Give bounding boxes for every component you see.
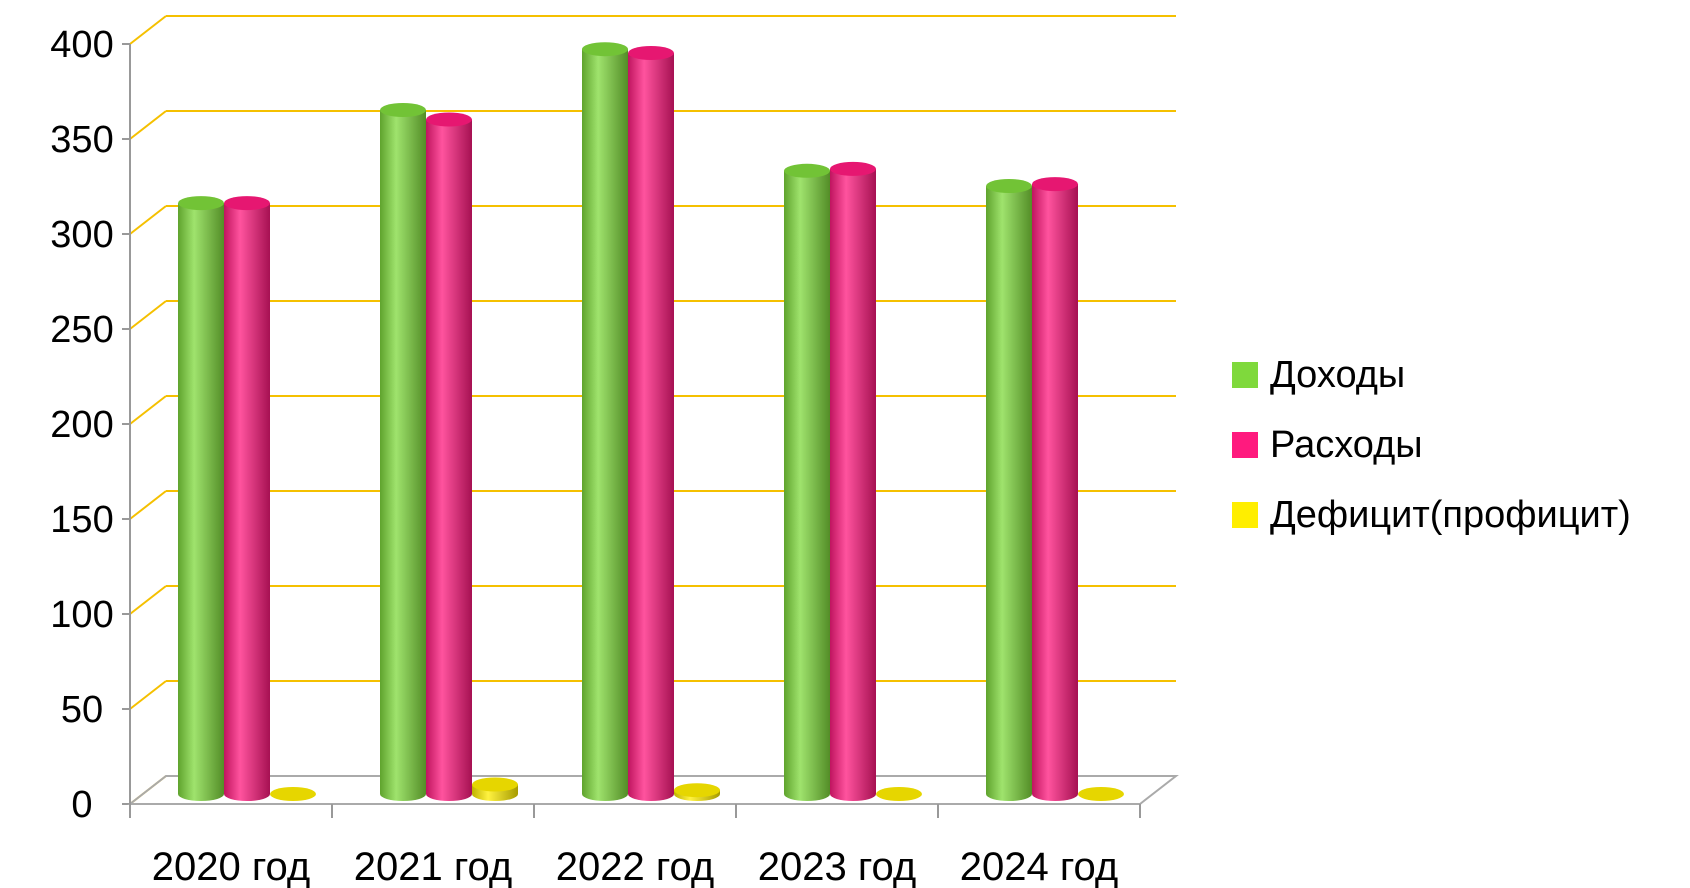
bar <box>628 46 674 801</box>
grid-diagonal <box>129 15 167 45</box>
bar-top <box>876 787 922 801</box>
y-tick-label: 250 <box>50 309 113 351</box>
bar-top <box>472 777 518 792</box>
bar <box>784 163 830 801</box>
bar-top <box>380 103 426 117</box>
bar-base <box>628 787 674 801</box>
bar-top <box>426 112 472 127</box>
x-category-label: 2024 год <box>960 845 1119 888</box>
bar-base <box>986 787 1032 801</box>
bar-base <box>224 787 270 801</box>
bar-base <box>380 787 426 801</box>
bar-base <box>582 787 628 801</box>
bar-base <box>784 787 830 801</box>
legend-swatch-expenses <box>1232 432 1258 458</box>
bar-top <box>224 196 270 211</box>
bar-top <box>986 179 1032 193</box>
bar-body <box>1032 184 1078 795</box>
bar-body <box>224 203 270 795</box>
x-category-label: 2023 год <box>758 845 917 888</box>
bar <box>380 103 426 801</box>
legend-label-deficit: Дефицит(профицит) <box>1270 493 1631 536</box>
grid-diagonal <box>129 585 167 615</box>
bar <box>472 777 518 801</box>
bar-top <box>784 163 830 178</box>
legend-label-income: Доходы <box>1270 353 1406 396</box>
grid-diagonal <box>129 395 167 425</box>
legend-swatch-deficit <box>1232 502 1258 528</box>
x-category-label: 2021 год <box>354 845 513 888</box>
bars <box>178 42 1124 801</box>
chart-floor <box>127 775 1179 805</box>
bar <box>1032 177 1078 801</box>
axes <box>122 43 1179 818</box>
bar-body <box>830 168 876 794</box>
legend-item-expenses: Расходы <box>1232 410 1631 480</box>
legend-item-income: Доходы <box>1232 340 1631 410</box>
legend-item-deficit: Дефицит(профицит) <box>1232 480 1631 550</box>
y-tick-label: 350 <box>50 119 113 161</box>
bar <box>1078 787 1124 801</box>
y-tick-label: 50 <box>61 689 103 731</box>
legend: Доходы Расходы Дефицит(профицит) <box>1232 340 1631 550</box>
legend-label-expenses: Расходы <box>1270 423 1423 466</box>
bar-body <box>426 119 472 794</box>
y-tick-label: 200 <box>50 404 113 446</box>
grid-diagonal <box>129 205 167 235</box>
y-tick-label: 300 <box>50 214 113 256</box>
bar-body <box>986 186 1032 794</box>
legend-swatch-income <box>1232 362 1258 388</box>
bar-body <box>178 203 224 795</box>
grid-diagonal <box>129 110 167 140</box>
bar-base <box>830 787 876 801</box>
bar-base <box>1032 787 1078 801</box>
bar-top <box>178 196 224 211</box>
axis-labels: 0 50 100 150 200 250 300 350 400 2020 год 2021 год… <box>50 24 1118 888</box>
bar-top <box>270 787 316 801</box>
bar-top <box>1078 787 1124 801</box>
y-tick-label: 150 <box>50 499 113 541</box>
bar <box>876 787 922 801</box>
bar <box>582 42 628 801</box>
bar <box>224 196 270 801</box>
y-tick-label: 400 <box>50 24 113 66</box>
bar-top <box>830 161 876 176</box>
bar-body <box>582 49 628 794</box>
grid-diagonal <box>129 300 167 330</box>
bar-base <box>426 787 472 801</box>
bar-body <box>628 53 674 794</box>
bar <box>674 783 720 801</box>
grid-diagonal <box>129 490 167 520</box>
bar <box>830 161 876 801</box>
bar-top <box>674 783 720 798</box>
y-tick-label: 100 <box>50 594 113 636</box>
grid-diagonal <box>129 680 167 710</box>
bar <box>178 196 224 801</box>
bar-top <box>1032 177 1078 192</box>
bar <box>426 112 472 801</box>
bar-top <box>628 46 674 60</box>
x-category-label: 2022 год <box>556 845 715 888</box>
bar-body <box>380 110 426 794</box>
bar <box>270 787 316 801</box>
bar-top <box>582 42 628 57</box>
x-category-label: 2020 год <box>152 845 311 888</box>
y-tick-label: 0 <box>71 784 92 826</box>
bar <box>986 179 1032 801</box>
bar-base <box>178 787 224 801</box>
bar-body <box>784 170 830 795</box>
